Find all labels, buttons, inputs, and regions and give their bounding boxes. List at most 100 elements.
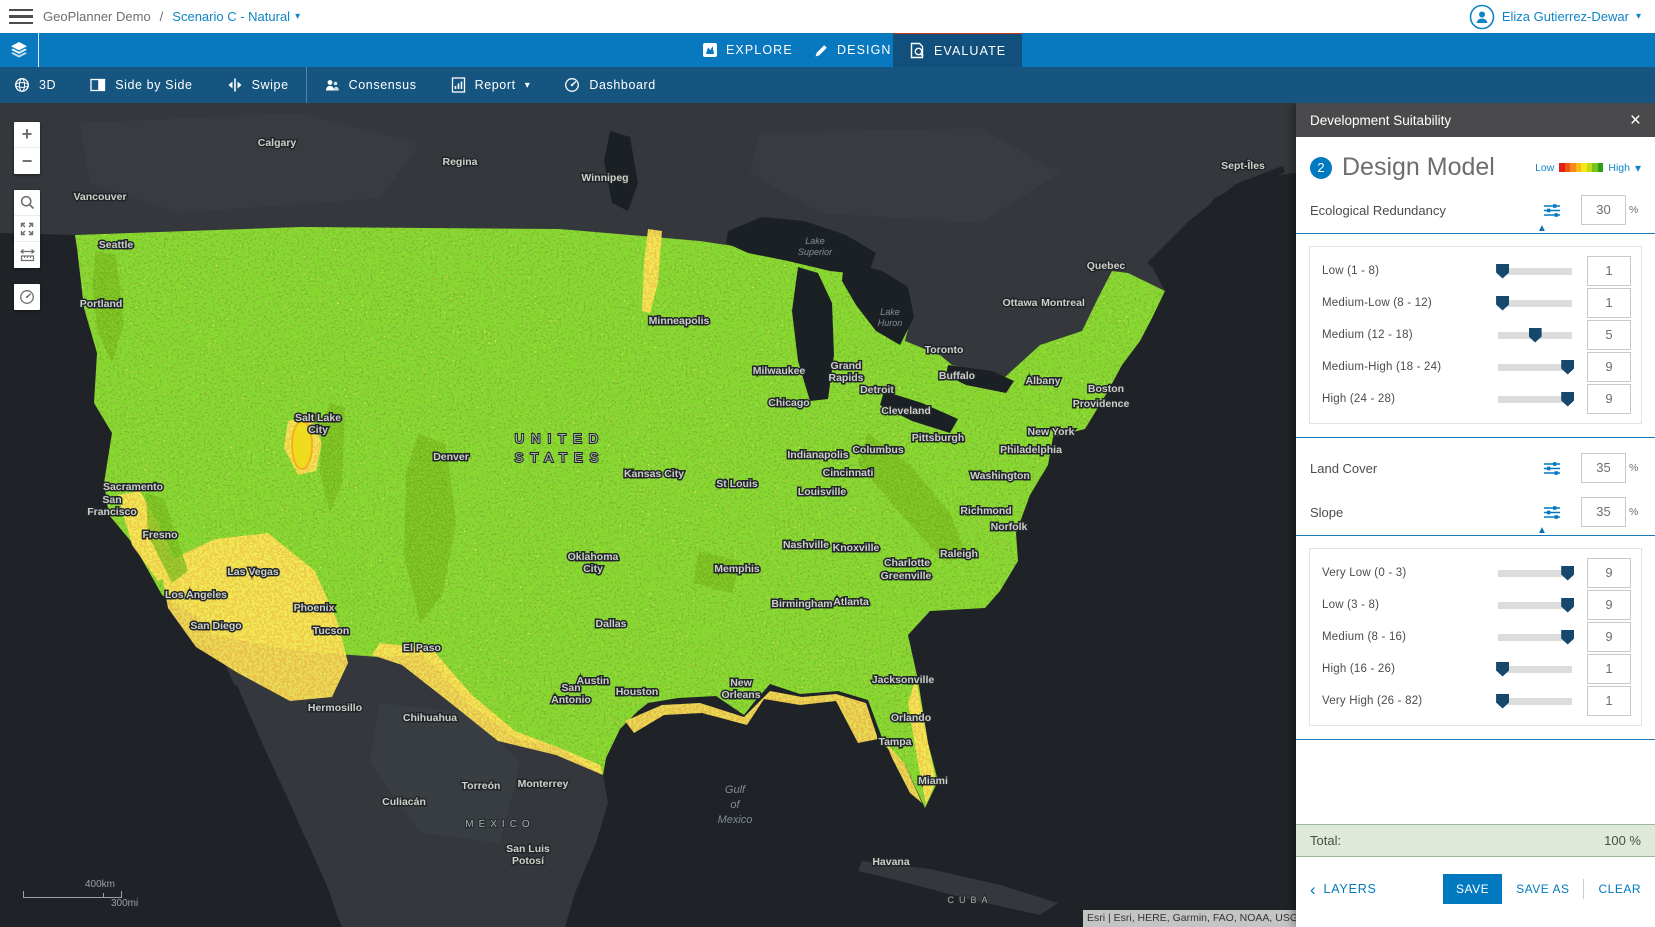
map-label: Ottawa xyxy=(1002,297,1037,309)
tool-consensus[interactable]: Consensus xyxy=(307,67,434,103)
scale-mi-label: 300mi xyxy=(111,898,139,909)
map-label: Havana xyxy=(872,856,910,868)
weight-input[interactable]: 35 xyxy=(1581,497,1626,527)
map-label: Kansas City xyxy=(624,468,684,480)
legend-swatch xyxy=(1575,163,1582,172)
development-suitability-panel: Development Suitability × 2 Design Model… xyxy=(1296,103,1655,927)
slider-thumb[interactable] xyxy=(1496,693,1510,709)
map-label: Pittsburgh xyxy=(912,432,965,444)
tool-report[interactable]: Report ▾ xyxy=(434,67,548,103)
map-label: Charlotte xyxy=(884,557,930,569)
equalizer-icon[interactable] xyxy=(1543,461,1561,476)
total-value: 100 % xyxy=(1604,833,1641,848)
map-viewport[interactable]: Vancouver Calgary Regina Winnipeg Sept-Îles Q… xyxy=(0,103,1296,927)
hamburger-menu-icon[interactable] xyxy=(9,5,33,29)
slider-value-input[interactable]: 1 xyxy=(1587,288,1631,318)
tab-design[interactable]: DESIGN xyxy=(798,33,908,67)
tool-3d[interactable]: 3D xyxy=(0,67,73,103)
slider-value-input[interactable]: 9 xyxy=(1587,384,1631,414)
suitability-slider-row: Medium-Low (8 - 12) 1 xyxy=(1322,287,1631,319)
slider-value-input[interactable]: 5 xyxy=(1587,320,1631,350)
save-button[interactable]: SAVE xyxy=(1443,874,1503,904)
slider-value-input[interactable]: 1 xyxy=(1587,256,1631,286)
slider-thumb[interactable] xyxy=(1561,391,1575,407)
legend-caret-down-icon[interactable]: ▾ xyxy=(1634,160,1641,175)
tool-dashboard[interactable]: Dashboard xyxy=(547,67,673,103)
save-as-button[interactable]: SAVE AS xyxy=(1516,882,1570,896)
avatar-icon xyxy=(1469,4,1495,30)
slider-value-input[interactable]: 9 xyxy=(1587,590,1631,620)
legend-swatch xyxy=(1597,163,1604,172)
close-icon[interactable]: × xyxy=(1629,109,1641,131)
collapse-caret-up-icon[interactable]: ▲ xyxy=(1537,223,1547,234)
weight-slider[interactable] xyxy=(1496,693,1572,709)
scale-bar-line xyxy=(23,891,122,898)
gauge-button[interactable] xyxy=(14,284,40,310)
slider-value-input[interactable]: 9 xyxy=(1587,558,1631,588)
map-label: CUBA xyxy=(947,895,992,905)
slider-row-label: Very High (26 - 82) xyxy=(1322,695,1423,707)
equalizer-icon[interactable] xyxy=(1543,203,1561,218)
weight-input[interactable]: 35 xyxy=(1581,453,1626,483)
section-divider: ▲ xyxy=(1296,525,1655,536)
zoom-out-button[interactable]: − xyxy=(21,150,33,171)
scenario-selector[interactable]: Scenario C - Natural ▾ xyxy=(172,9,300,24)
slider-thumb[interactable] xyxy=(1496,295,1510,311)
lake-huron xyxy=(842,261,914,345)
layers-back-link[interactable]: ‹ LAYERS xyxy=(1310,881,1377,898)
equalizer-icon[interactable] xyxy=(1543,505,1561,520)
measure-button[interactable] xyxy=(14,242,40,268)
map-label: Chicago xyxy=(768,397,809,409)
map-label: Los Angeles xyxy=(165,589,227,601)
weight-slider[interactable] xyxy=(1498,565,1575,581)
clear-button[interactable]: CLEAR xyxy=(1598,882,1641,896)
slider-thumb[interactable] xyxy=(1561,565,1575,581)
canada-terrain-patch xyxy=(80,113,420,213)
slider-value-input[interactable]: 1 xyxy=(1587,654,1631,684)
weight-slider[interactable] xyxy=(1496,295,1572,311)
slider-thumb[interactable] xyxy=(1561,359,1575,375)
tab-evaluate[interactable]: EVALUATE xyxy=(893,31,1023,67)
weight-slider[interactable] xyxy=(1498,327,1572,343)
map-label: Norfolk xyxy=(991,521,1028,533)
weight-slider[interactable] xyxy=(1498,629,1575,645)
map-label: San Francisco xyxy=(87,494,137,518)
map-label: Greenville xyxy=(881,570,932,582)
tool-side-by-side[interactable]: Side by Side xyxy=(73,67,209,103)
layers-button[interactable] xyxy=(0,33,38,67)
dashboard-gauge-icon xyxy=(564,77,580,93)
weight-slider[interactable] xyxy=(1498,597,1575,613)
user-menu[interactable]: Eliza Gutierrez-Dewar ▾ xyxy=(1469,4,1641,30)
suitability-slider-row: Low (3 - 8) 9 xyxy=(1322,589,1631,621)
weight-slider[interactable] xyxy=(1498,391,1575,407)
weight-slider[interactable] xyxy=(1496,263,1572,279)
tab-explore[interactable]: EXPLORE xyxy=(686,33,809,67)
footer-divider xyxy=(1583,879,1585,899)
slider-value-input[interactable]: 9 xyxy=(1587,622,1631,652)
weight-slider[interactable] xyxy=(1496,661,1572,677)
slider-value-input[interactable]: 1 xyxy=(1587,686,1631,716)
weight-slider[interactable] xyxy=(1498,359,1575,375)
slider-value-input[interactable]: 9 xyxy=(1587,352,1631,382)
legend-swatch xyxy=(1564,163,1571,172)
collapse-caret-up-icon[interactable]: ▲ xyxy=(1537,525,1547,536)
slider-thumb[interactable] xyxy=(1561,629,1575,645)
section-header-land-cover: Land Cover 35 % xyxy=(1310,452,1641,484)
weight-input[interactable]: 30 xyxy=(1581,195,1626,225)
panel-header: Development Suitability × xyxy=(1296,103,1655,137)
zoom-in-button[interactable]: + xyxy=(14,122,40,148)
slider-thumb[interactable] xyxy=(1528,327,1542,343)
slider-thumb[interactable] xyxy=(1496,263,1510,279)
tool-swipe[interactable]: Swipe xyxy=(210,67,306,103)
panel-footer: ‹ LAYERS SAVE SAVE AS CLEAR xyxy=(1310,874,1641,904)
search-button[interactable] xyxy=(14,190,40,216)
suitability-slider-row: Very High (26 - 82) 1 xyxy=(1322,685,1631,717)
design-model-row: 2 Design Model Low High ▾ xyxy=(1310,153,1641,182)
suitability-slider-row: High (24 - 28) 9 xyxy=(1322,383,1631,415)
slider-thumb[interactable] xyxy=(1496,661,1510,677)
map-label: Cincinnati xyxy=(823,467,874,479)
full-extent-button[interactable] xyxy=(14,216,40,242)
slider-thumb[interactable] xyxy=(1561,597,1575,613)
tool-label: Swipe xyxy=(251,78,289,92)
